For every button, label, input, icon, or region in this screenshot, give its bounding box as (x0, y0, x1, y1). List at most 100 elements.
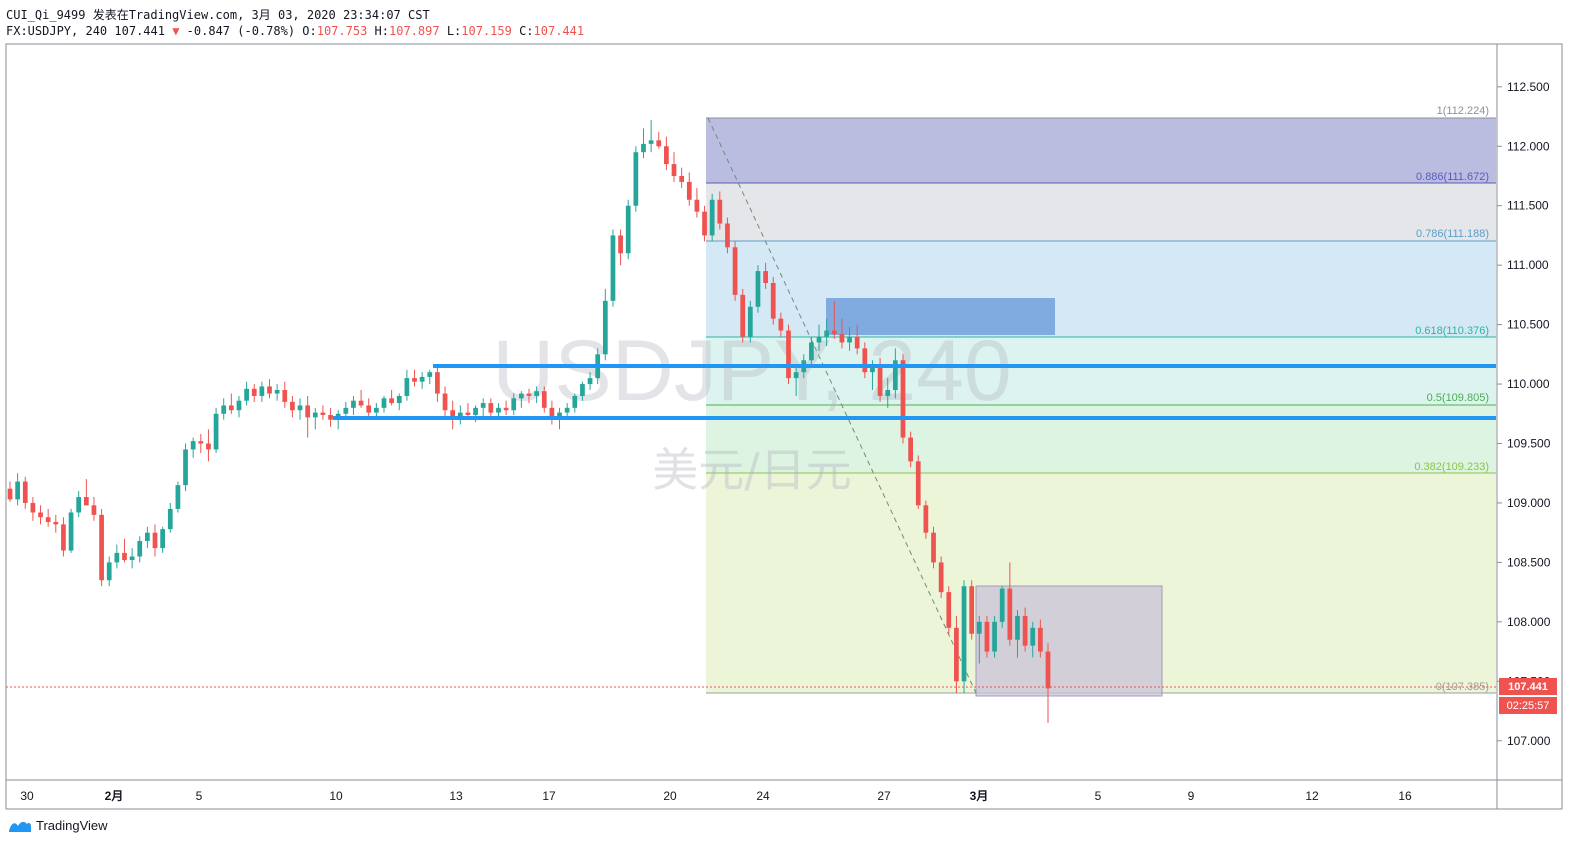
x-tick-label: 9 (1188, 789, 1195, 803)
high-label: H: (374, 24, 389, 38)
x-tick-label: 12 (1305, 789, 1319, 803)
candle-body (267, 386, 272, 394)
candle-body (122, 552, 127, 561)
candles (7, 120, 1051, 723)
candle-body (778, 318, 784, 331)
candle-body (61, 524, 66, 551)
candle-body (557, 412, 562, 418)
candle-body (91, 505, 97, 515)
price-change: -0.847 (-0.78%) (186, 24, 296, 38)
candle-body (1045, 651, 1051, 689)
candle-body (343, 407, 349, 414)
candle-body (717, 199, 723, 224)
candle-body (816, 336, 822, 343)
symbol-name[interactable]: FX:USDJPY, 240 (6, 24, 108, 38)
price-axis[interactable]: 107.000107.500108.000108.500109.000109.5… (1497, 80, 1551, 748)
candle-body (679, 175, 685, 182)
candle-body (137, 541, 143, 557)
candle-body (908, 437, 913, 462)
candle-body (145, 532, 150, 542)
candle-body (30, 502, 36, 513)
down-arrow-icon: ▼ (172, 24, 180, 38)
candle-body (602, 300, 608, 355)
candle-body (1022, 615, 1028, 646)
candle-body (664, 146, 669, 165)
candle-body (488, 403, 494, 413)
fib-label: 0.886(111.672) (1416, 171, 1489, 183)
x-tick-label: 17 (542, 789, 556, 803)
candle-body (793, 372, 799, 379)
candle-body (1038, 627, 1043, 652)
candle-body (496, 407, 501, 413)
symbol-info: FX:USDJPY, 240 107.441 ▼ -0.847 (-0.78%)… (6, 24, 584, 38)
time-axis[interactable]: 30 2月 5 10 13 17 20 24 27 3月 5 9 12 16 (20, 789, 1412, 803)
tradingview-brand[interactable]: TradingView (8, 818, 108, 833)
candle-body (396, 395, 402, 404)
candle-body (725, 223, 730, 248)
candle-body (167, 508, 173, 530)
candle-body (534, 391, 539, 396)
publish-info: CUI_Qi_9499 发表在TradingView.com, 3月 03, 2… (6, 8, 430, 22)
candle-body (450, 410, 456, 418)
x-tick-label: 16 (1398, 789, 1412, 803)
candle-body (282, 390, 288, 402)
candle-body (236, 400, 242, 411)
candle-body (389, 398, 394, 404)
candle-body (427, 372, 433, 377)
candle-body (228, 405, 234, 411)
candle-body (1015, 615, 1020, 640)
candle-body (694, 199, 700, 212)
candle-body (473, 407, 478, 415)
candle-body (412, 378, 417, 382)
candle-body (442, 393, 448, 411)
candle-body (129, 556, 135, 561)
candle-body (183, 449, 188, 486)
candle-body (1030, 627, 1036, 646)
candle-body (519, 393, 524, 399)
y-tick-label: 112.500 (1507, 80, 1550, 94)
candle-body (564, 407, 570, 413)
y-tick-label: 108.500 (1507, 555, 1551, 569)
candle-body (763, 271, 768, 283)
candle-body (946, 592, 952, 628)
candle-body (198, 441, 204, 444)
candle-body (969, 586, 975, 634)
candle-body (419, 376, 425, 382)
candle-body (656, 140, 662, 147)
fib-zone-0886-0786 (706, 183, 1496, 241)
candle-body (854, 336, 860, 349)
fib-trend-line[interactable] (707, 117, 977, 694)
price-tag-bg (1499, 678, 1557, 695)
candle-body (847, 336, 852, 343)
fib-zone-1-0886 (706, 118, 1496, 183)
resistance-box[interactable] (826, 298, 1055, 335)
x-tick-label: 10 (329, 789, 343, 803)
candle-body (381, 398, 387, 408)
fib-label: 0.382(109.233) (1414, 461, 1489, 473)
y-tick-label: 109.000 (1507, 496, 1551, 510)
x-tick-label: 5 (196, 789, 203, 803)
candle-body (435, 372, 440, 394)
candle-body (900, 360, 906, 438)
candle-body (213, 413, 219, 450)
fib-label: 0.5(109.805) (1427, 392, 1489, 404)
candle-body (732, 247, 738, 295)
x-tick-label: 27 (877, 789, 891, 803)
candle-body (549, 407, 555, 418)
candle-body (457, 412, 463, 418)
open-value: 107.753 (316, 24, 368, 38)
fib-labels: 1(112.224) 0.886(111.672) 0.786(111.188) 0.… (1414, 105, 1489, 693)
candle-body (290, 401, 295, 411)
candle-body (7, 488, 13, 500)
candle-body (702, 211, 707, 236)
low-value: 107.159 (461, 24, 512, 38)
consolidation-box[interactable] (975, 585, 1163, 697)
candle-body (709, 199, 715, 236)
candle-body (976, 621, 982, 634)
x-tick-label: 3月 (970, 789, 989, 803)
candle-body (106, 562, 112, 581)
candle-body (511, 398, 517, 411)
candle-body (206, 443, 211, 450)
fib-zone-0618-05 (706, 337, 1496, 405)
